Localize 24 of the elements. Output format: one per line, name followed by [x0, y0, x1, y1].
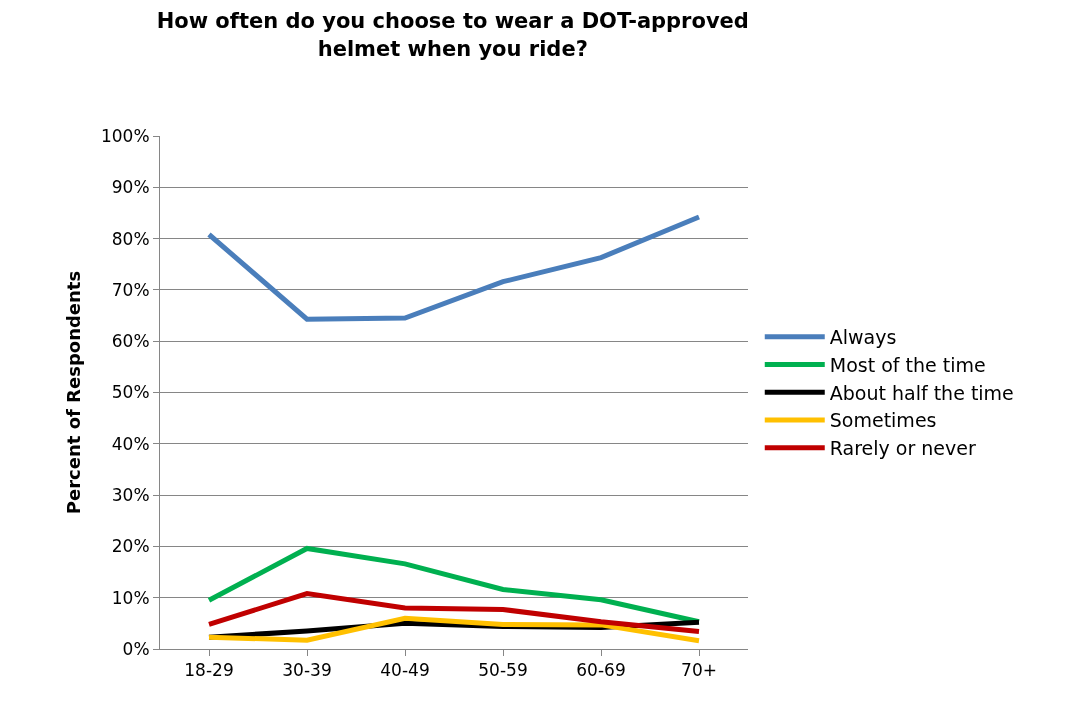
y-tick-label: 80% [111, 228, 150, 249]
y-tick-label: 100% [100, 125, 150, 146]
y-tick-label: 10% [111, 587, 150, 608]
y-tick-label: 40% [111, 433, 150, 454]
legend-label: Sometimes [829, 409, 937, 432]
x-tick-label: 40-49 [380, 660, 430, 681]
legend-label: Most of the time [829, 353, 986, 376]
y-tick-label: 30% [111, 485, 150, 506]
y-tick-label: 20% [111, 536, 150, 557]
legend-label: Rarely or never [829, 437, 976, 460]
legend-label: Always [829, 326, 897, 349]
y-axis-title: Percent of Respondents [63, 270, 85, 515]
y-tick-label: 90% [111, 177, 150, 198]
x-tick-label: 70+ [681, 660, 717, 681]
legend-label: About half the time [829, 381, 1014, 404]
x-tick-label: 60-69 [576, 660, 626, 681]
y-tick-label: 70% [111, 279, 150, 300]
y-tick-label: 60% [111, 331, 150, 352]
y-tick-label: 50% [111, 382, 150, 403]
x-tick-label: 30-39 [282, 660, 332, 681]
y-tick-label: 0% [122, 638, 150, 659]
x-tick-label: 50-59 [478, 660, 528, 681]
x-tick-label: 18-29 [184, 660, 234, 681]
chart-title: How often do you choose to wear a DOT-approved helmet when you ride? [156, 9, 749, 61]
